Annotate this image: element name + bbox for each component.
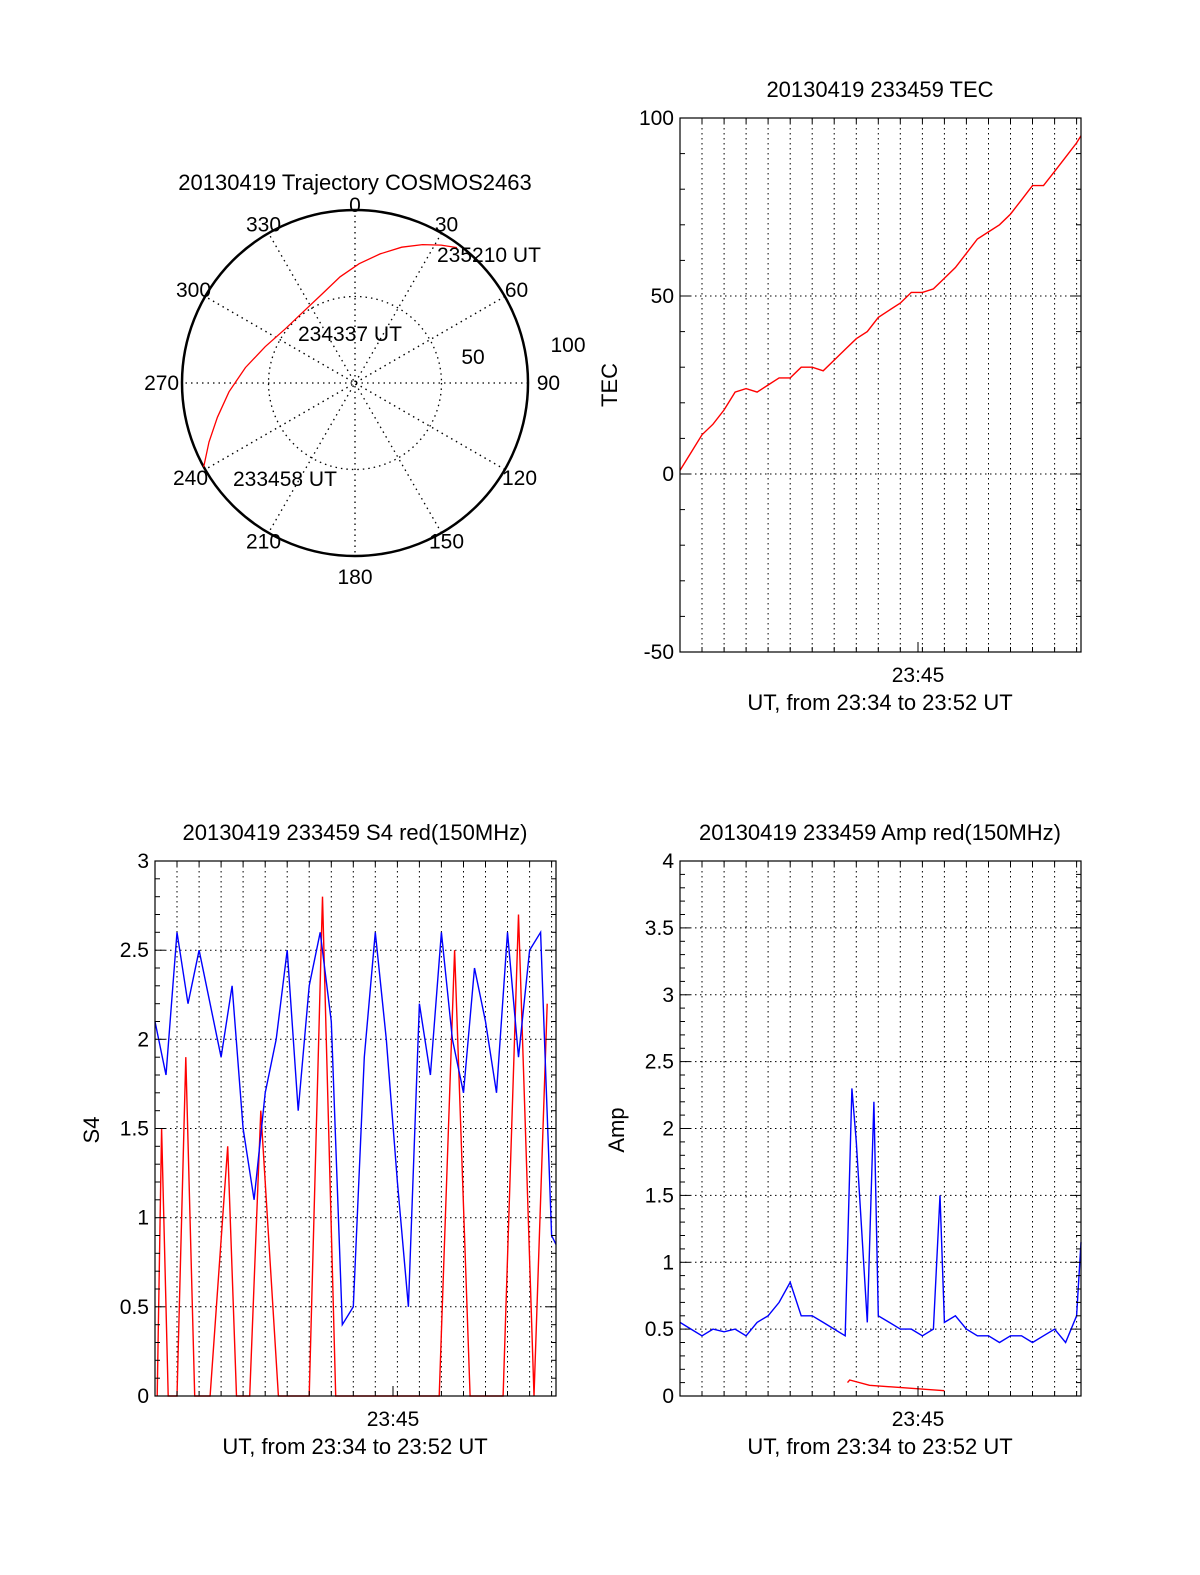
tec-plot-frame <box>679 117 1082 653</box>
tec-ytick-label: 100 <box>639 107 674 130</box>
polar-grid <box>182 210 528 556</box>
amp-ytick-label: 2.5 <box>645 1051 674 1074</box>
amp-ytick-label: 1.5 <box>645 1184 674 1207</box>
polar-angle-label-270: 270 <box>144 372 179 395</box>
polar-title: 20130419 Trajectory COSMOS2463 <box>178 170 531 195</box>
amp-ytick-label: 3 <box>662 984 674 1007</box>
amp-ytick-label: 0.5 <box>645 1318 674 1341</box>
amp-series-red <box>846 1379 945 1392</box>
tec-ytick-label: 50 <box>651 285 674 308</box>
s4-ytick-label: 3 <box>137 850 149 873</box>
s4-title: 20130419 233459 S4 red(150MHz) <box>183 820 528 845</box>
polar-angle-label-180: 180 <box>337 566 372 589</box>
s4-ytick-label: 2 <box>137 1028 149 1051</box>
amp-series-blue <box>679 1088 1082 1344</box>
tec-title: 20130419 233459 TEC <box>766 77 993 102</box>
polar-angle-label-30: 30 <box>435 214 458 237</box>
tec-xtick-label: 23:45 <box>892 664 945 687</box>
polar-angle-label-90: 90 <box>537 372 560 395</box>
amp-title: 20130419 233459 Amp red(150MHz) <box>699 820 1061 845</box>
tec-series-red <box>679 135 1082 471</box>
s4-series-red <box>156 896 548 1397</box>
tec-ticks: -50 0 50 100 <box>639 107 1081 664</box>
polar-angle-label-150: 150 <box>429 531 464 554</box>
s4-xlabel: UT, from 23:34 to 23:52 UT <box>222 1434 487 1459</box>
tec-panel: 20130419 233459 TEC -50 0 50 100 23:45 UT, … <box>597 77 1082 715</box>
polar-angle-label-60: 60 <box>505 279 528 302</box>
polar-angle-label-210: 210 <box>246 531 281 554</box>
annotation-mid-time: 234337 UT <box>298 323 402 346</box>
s4-panel: 20130419 233459 S4 red(150MHz) 0 0.5 1 1.5 2… <box>79 820 557 1459</box>
amp-ticks: 0 0.5 1 1.5 2 2.5 3 3.5 4 <box>645 850 1081 1408</box>
s4-ylabel: S4 <box>79 1117 104 1144</box>
tec-series <box>679 135 1082 471</box>
annotation-start-time: 233458 UT <box>233 468 337 491</box>
s4-ytick-label: 0 <box>137 1385 149 1408</box>
tec-grid <box>680 118 1081 652</box>
radial-label-100: 100 <box>550 334 585 357</box>
polar-angle-label-330: 330 <box>246 214 281 237</box>
amp-grid <box>680 861 1081 1396</box>
amp-ytick-label: 2 <box>662 1118 674 1141</box>
radial-label-50: 50 <box>461 346 484 369</box>
s4-ytick-label: 1.5 <box>120 1118 149 1141</box>
amp-ytick-label: 4 <box>662 850 674 873</box>
amp-ytick-label: 3.5 <box>645 917 674 940</box>
polar-angle-labels: 0 30 60 90 120 150 180 210 240 270 300 330 <box>144 194 560 589</box>
trajectory-line <box>203 243 458 468</box>
tec-ytick-label: -50 <box>644 641 674 664</box>
s4-xtick-label: 23:45 <box>367 1408 420 1431</box>
amp-series <box>679 1088 1082 1392</box>
s4-ytick-label: 0.5 <box>120 1296 149 1319</box>
polar-grid-circle <box>267 295 443 471</box>
s4-grid <box>155 861 556 1396</box>
polar-angle-label-0: 0 <box>349 194 361 217</box>
polar-angle-label-240: 240 <box>173 467 208 490</box>
s4-series-blue <box>154 929 557 1328</box>
tec-ytick-label: 0 <box>662 463 674 486</box>
amp-xtick-label: 23:45 <box>892 1408 945 1431</box>
amp-xlabel: UT, from 23:34 to 23:52 UT <box>747 1434 1012 1459</box>
tec-ylabel: TEC <box>597 363 622 407</box>
polar-outer-ring <box>180 208 530 558</box>
amp-panel: 20130419 233459 Amp red(150MHz) 0 0.5 1 1.5… <box>604 820 1082 1459</box>
amp-plot-frame <box>679 860 1082 1397</box>
s4-series <box>154 896 557 1397</box>
amp-ytick-label: 0 <box>662 1385 674 1408</box>
s4-ytick-label: 2.5 <box>120 939 149 962</box>
amp-ylabel: Amp <box>604 1107 629 1152</box>
tec-xlabel: UT, from 23:34 to 23:52 UT <box>747 690 1012 715</box>
polar-angle-label-300: 300 <box>176 279 211 302</box>
polar-panel: 20130419 Trajectory COSMOS2463 0 30 60 90 12… <box>144 170 585 589</box>
s4-plot-frame <box>154 860 557 1397</box>
s4-ytick-label: 1 <box>137 1207 149 1230</box>
s4-ticks: 0 0.5 1 1.5 2 2.5 3 <box>120 850 556 1408</box>
annotation-end-time: 235210 UT <box>437 244 541 267</box>
amp-ytick-label: 1 <box>662 1251 674 1274</box>
polar-angle-label-120: 120 <box>502 467 537 490</box>
